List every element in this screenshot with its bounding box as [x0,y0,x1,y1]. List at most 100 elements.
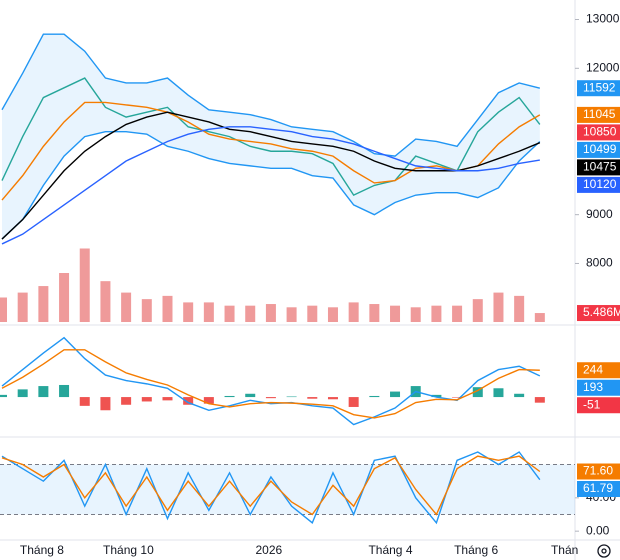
value-badge-label: 193 [583,380,603,394]
histogram-bar [327,397,338,400]
histogram-bar [245,393,256,398]
volume-bar [493,292,504,322]
volume-bar [390,305,401,322]
volume-bar [410,307,421,322]
value-badge-label: 11592 [583,80,616,94]
value-badge [577,176,620,193]
histogram-bar [472,387,483,398]
settings-ring [597,544,611,558]
histogram-bar [0,394,7,398]
volume-bar [79,248,90,322]
histogram-bar [348,397,359,407]
histogram-bar [452,397,463,398]
volume-bar [369,304,380,322]
histogram-bar [534,397,545,403]
value-badge-label: 61.79 [583,481,613,495]
x-tick-label: Thán [551,543,578,557]
histogram-bar [431,394,442,398]
value-badge-label: 244 [583,362,603,376]
volume-bar [431,305,442,322]
y-tick-label: 12000 [586,60,620,74]
histogram-bar [183,397,194,405]
value-badge-label: 10499 [583,142,617,156]
volume-bar [100,281,111,322]
series-line [1,33,541,157]
series-line [1,455,541,516]
value-badge-label: 71.60 [583,464,613,478]
volume-bar [183,302,194,322]
settings-core [601,548,607,554]
series-line [1,111,541,240]
value-badge [577,80,620,97]
settings-icon[interactable] [597,544,611,558]
value-badge [577,159,620,176]
y-tick-label: 9000 [586,207,613,221]
y-tick-label: 13000 [586,12,620,26]
x-tick-label: Tháng 8 [20,543,64,557]
overbought-band [0,464,575,515]
volume-bar [307,305,318,322]
x-tick-label: Tháng 4 [368,543,412,557]
histogram-bar [493,388,504,398]
series-line [1,336,541,426]
series-line [1,131,541,240]
series-line [1,126,540,245]
value-badge [577,141,620,158]
volume-bar [452,305,463,322]
histogram-bar [141,397,152,402]
histogram-bar [121,397,132,405]
series-line [1,77,541,197]
volume-bar [121,292,132,322]
value-badge [577,362,620,379]
volume-bar [534,313,545,322]
value-badge-label: 10475 [583,160,617,174]
value-badge [577,305,620,322]
y-tick-label: 8000 [586,256,613,270]
volume-bar [224,305,235,322]
value-badge-label: 10120 [583,177,617,191]
volume-bar [17,292,28,322]
histogram-bar [79,397,90,406]
volume-bar [286,307,297,322]
volume-bar [0,297,7,322]
series-line [1,451,541,525]
volume-bar [327,307,338,322]
value-badge [577,463,620,480]
series-line [1,349,540,419]
volume-bar [245,305,256,322]
histogram-bar [17,389,28,398]
value-badge [577,481,620,497]
histogram-bar [514,393,525,398]
volume-bar [59,273,70,322]
volume-bar [141,299,152,322]
value-badge [577,379,620,396]
value-badge-label: 10850 [583,125,617,139]
value-badge-label: -51 [583,397,601,411]
histogram-bar [265,397,276,399]
volume-bar [265,304,276,322]
histogram-bar [203,397,214,404]
value-badge-label: 11045 [583,107,616,121]
histogram-bar [59,384,70,398]
histogram-bar [162,397,173,401]
value-badge [577,397,620,414]
histogram-bar [224,395,235,398]
histogram-bar [38,386,49,398]
histogram-bar [286,396,297,398]
x-tick-label: Tháng 6 [454,543,498,557]
value-badge [577,124,620,141]
volume-bar [514,295,525,322]
volume-bar [348,302,359,322]
volume-bar [38,286,49,322]
volume-bar [162,295,173,322]
histogram-bar [307,397,318,399]
x-tick-label: Tháng 10 [103,543,154,557]
histogram-bar [369,395,380,398]
value-badge [577,106,620,123]
volume-bar [472,299,483,322]
volume-bar [203,302,214,322]
value-badge-label: 5.486M [583,305,620,319]
series-line [1,101,541,201]
histogram-bar [100,397,111,411]
